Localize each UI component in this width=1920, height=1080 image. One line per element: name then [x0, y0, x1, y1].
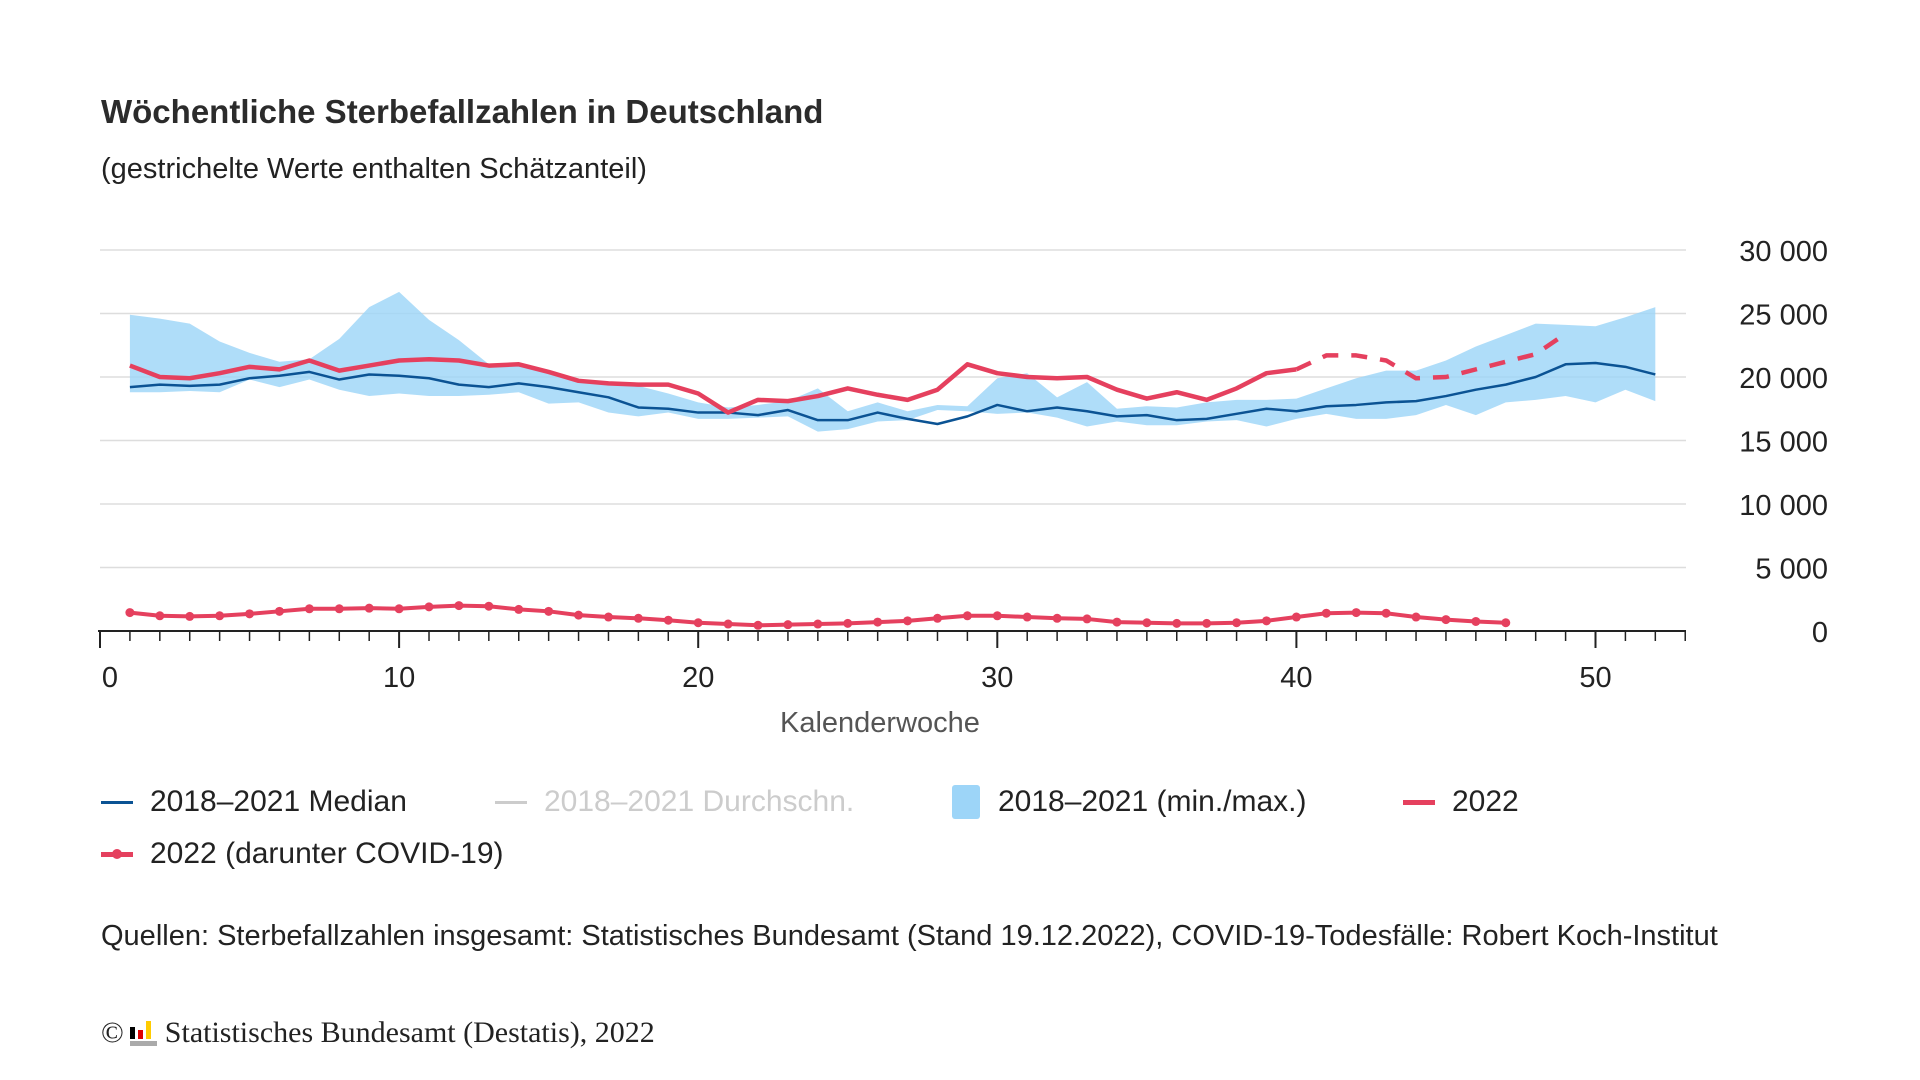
covid-point	[125, 608, 135, 618]
line-2022-estimated	[1295, 331, 1567, 381]
y-tick-label: 30 000	[1739, 236, 1828, 268]
covid-point	[992, 611, 1002, 621]
y-tick-label: 10 000	[1739, 490, 1828, 522]
chart-subtitle: (gestrichelte Werte enthalten Schätzante…	[101, 153, 647, 185]
covid-point	[1471, 616, 1481, 626]
x-axis-labels: 0 10 20 30 40 50	[102, 662, 1612, 694]
legend-swatch-covid	[101, 848, 133, 859]
x-tick-label: 50	[1579, 662, 1611, 694]
covid-point	[843, 618, 853, 628]
covid-point	[1052, 613, 1062, 623]
legend-swatch-2022	[1403, 799, 1435, 805]
covid-point	[1501, 618, 1511, 628]
series-lines	[125, 331, 1656, 630]
legend-item-minmax[interactable]: 2018–2021 (min./max.)	[952, 782, 1307, 822]
legend-label: 2018–2021 Durchschn.	[544, 785, 855, 818]
covid-point	[903, 616, 913, 626]
covid-point	[544, 606, 554, 616]
y-axis-labels: 0 5 000 10 000 15 000 20 000 25 000 30 000	[1739, 236, 1828, 649]
covid-point	[1172, 618, 1182, 628]
median-line	[129, 361, 1656, 426]
covid-point	[155, 611, 165, 621]
covid-point	[514, 604, 524, 614]
covid-point	[1022, 612, 1032, 622]
covid-point	[633, 613, 643, 623]
y-tick-label: 0	[1812, 617, 1828, 649]
source-note: Quellen: Sterbefallzahlen insgesamt: Sta…	[101, 920, 1718, 952]
covid-point	[962, 611, 972, 621]
legend-label: 2018–2021 (min./max.)	[998, 785, 1307, 818]
covid-point	[215, 611, 225, 621]
covid-point	[1351, 608, 1361, 618]
covid-point	[783, 620, 793, 630]
legend-label: 2022	[1452, 785, 1519, 818]
legend-swatch-median	[101, 800, 133, 804]
covid-point	[1112, 617, 1122, 627]
covid-point	[1261, 616, 1271, 626]
destatis-logo-icon	[129, 1020, 157, 1046]
legend-label: 2018–2021 Median	[150, 785, 407, 818]
y-tick-label: 25 000	[1739, 300, 1828, 332]
legend-item-median[interactable]: 2018–2021 Median	[101, 782, 407, 822]
legend-item-average[interactable]: 2018–2021 Durchschn.	[495, 782, 854, 822]
x-tick-label: 30	[981, 662, 1013, 694]
covid-point	[932, 613, 942, 623]
covid-point	[185, 611, 195, 621]
x-axis-title: Kalenderwoche	[780, 707, 980, 739]
covid-point	[1381, 608, 1391, 618]
y-tick-label: 15 000	[1739, 427, 1828, 459]
y-tick-label: 5 000	[1755, 554, 1828, 586]
covid-point	[1082, 614, 1092, 624]
covid-point	[394, 604, 404, 614]
covid-point	[1411, 612, 1421, 622]
covid-point	[334, 604, 344, 614]
covid-point	[304, 604, 314, 614]
publisher: Statistisches Bundesamt (Destatis), 2022	[164, 1016, 655, 1049]
covid-point	[813, 619, 823, 629]
covid-point	[1291, 612, 1301, 622]
chart-title: Wöchentliche Sterbefallzahlen in Deutsch…	[101, 93, 824, 130]
covid-point	[663, 615, 673, 625]
covid-point	[1441, 615, 1451, 625]
line-2022	[129, 356, 1297, 415]
covid-point	[1321, 608, 1331, 618]
covid-point	[245, 609, 255, 619]
legend-label: 2022 (darunter COVID-19)	[150, 837, 504, 870]
covid-point	[1202, 618, 1212, 628]
minmax-band-layer	[129, 291, 1656, 432]
x-axis	[98, 630, 1686, 648]
legend-swatch-average	[495, 800, 527, 804]
x-tick-label: 0	[102, 662, 118, 694]
covid-point	[274, 606, 284, 616]
covid-point	[873, 617, 883, 627]
legend-swatch-minmax	[952, 785, 980, 819]
covid-point	[364, 603, 374, 613]
footer: © Statistisches Bundesamt (Destatis), 20…	[101, 1016, 655, 1050]
y-tick-label: 20 000	[1739, 363, 1828, 395]
legend-item-2022[interactable]: 2022	[1403, 782, 1519, 822]
covid-point	[424, 602, 434, 612]
minmax-band	[129, 291, 1656, 432]
covid-point	[753, 620, 763, 630]
x-tick-label: 20	[682, 662, 714, 694]
covid-point	[603, 612, 613, 622]
x-tick-label: 10	[383, 662, 415, 694]
chart: 0 5 000 10 000 15 000 20 000 25 000 30 000 0 10…	[98, 236, 1828, 694]
copyright-symbol: ©	[101, 1016, 124, 1049]
covid-point	[693, 618, 703, 628]
covid-point	[484, 601, 494, 611]
covid-point	[454, 601, 464, 611]
covid-point	[723, 619, 733, 629]
covid-point	[1142, 618, 1152, 628]
covid-point	[1232, 618, 1242, 628]
covid-point	[574, 610, 584, 620]
x-tick-label: 40	[1280, 662, 1312, 694]
legend-item-covid[interactable]: 2022 (darunter COVID-19)	[101, 834, 504, 874]
